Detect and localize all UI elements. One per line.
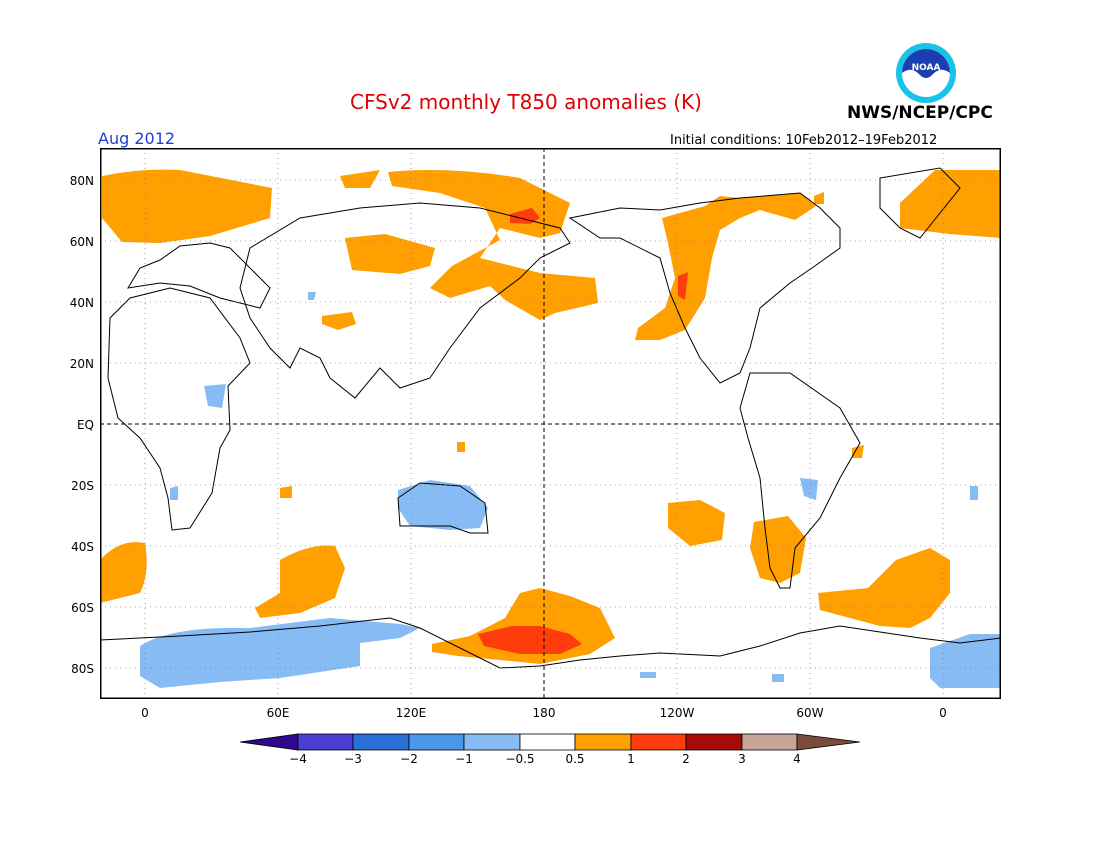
lat-label: 60S bbox=[71, 601, 94, 615]
lat-label: 80S bbox=[71, 662, 94, 676]
lat-label: 20N bbox=[69, 357, 94, 371]
logo-text: NOAA bbox=[912, 63, 941, 73]
lon-label: 60E bbox=[266, 706, 290, 720]
noaa-logo: NOAA bbox=[896, 43, 956, 103]
agency-label: NWS/NCEP/CPC bbox=[847, 103, 993, 123]
reference-lines bbox=[100, 148, 1001, 699]
lon-label: 120W bbox=[659, 706, 695, 720]
lat-label: 20S bbox=[71, 479, 94, 493]
forecast-month: Aug 2012 bbox=[98, 129, 176, 148]
scale-label: −1 bbox=[455, 752, 473, 766]
coastlines bbox=[100, 167, 1001, 669]
scale-label: 4 bbox=[793, 752, 801, 766]
scale-label: 2 bbox=[682, 752, 690, 766]
color-scale-bar bbox=[240, 733, 861, 751]
scale-label: −0.5 bbox=[505, 752, 535, 766]
anomaly-map bbox=[100, 148, 1001, 699]
lon-label: 120E bbox=[395, 706, 427, 720]
scale-label: 3 bbox=[738, 752, 746, 766]
scale-label: −4 bbox=[289, 752, 307, 766]
negative-anomaly-regions bbox=[140, 292, 1001, 688]
scale-label: −3 bbox=[344, 752, 362, 766]
lon-label: 180 bbox=[532, 706, 556, 720]
scale-label: −2 bbox=[400, 752, 418, 766]
strong-positive-regions bbox=[478, 208, 688, 654]
map-title: CFSv2 monthly T850 anomalies (K) bbox=[350, 90, 702, 114]
lat-label: EQ bbox=[76, 418, 94, 432]
lon-label: 0 bbox=[141, 706, 149, 720]
lon-label: 60W bbox=[796, 706, 824, 720]
lat-label: 60N bbox=[69, 235, 94, 249]
lat-label: 40N bbox=[69, 296, 94, 310]
scale-label: 1 bbox=[627, 752, 635, 766]
lat-label: 40S bbox=[71, 540, 94, 554]
scale-label: 0.5 bbox=[565, 752, 585, 766]
lon-label: 0 bbox=[939, 706, 947, 720]
lat-label: 80N bbox=[69, 174, 94, 188]
positive-anomaly-regions bbox=[100, 169, 1001, 664]
initial-conditions: Initial conditions: 10Feb2012–19Feb2012 bbox=[670, 133, 938, 148]
